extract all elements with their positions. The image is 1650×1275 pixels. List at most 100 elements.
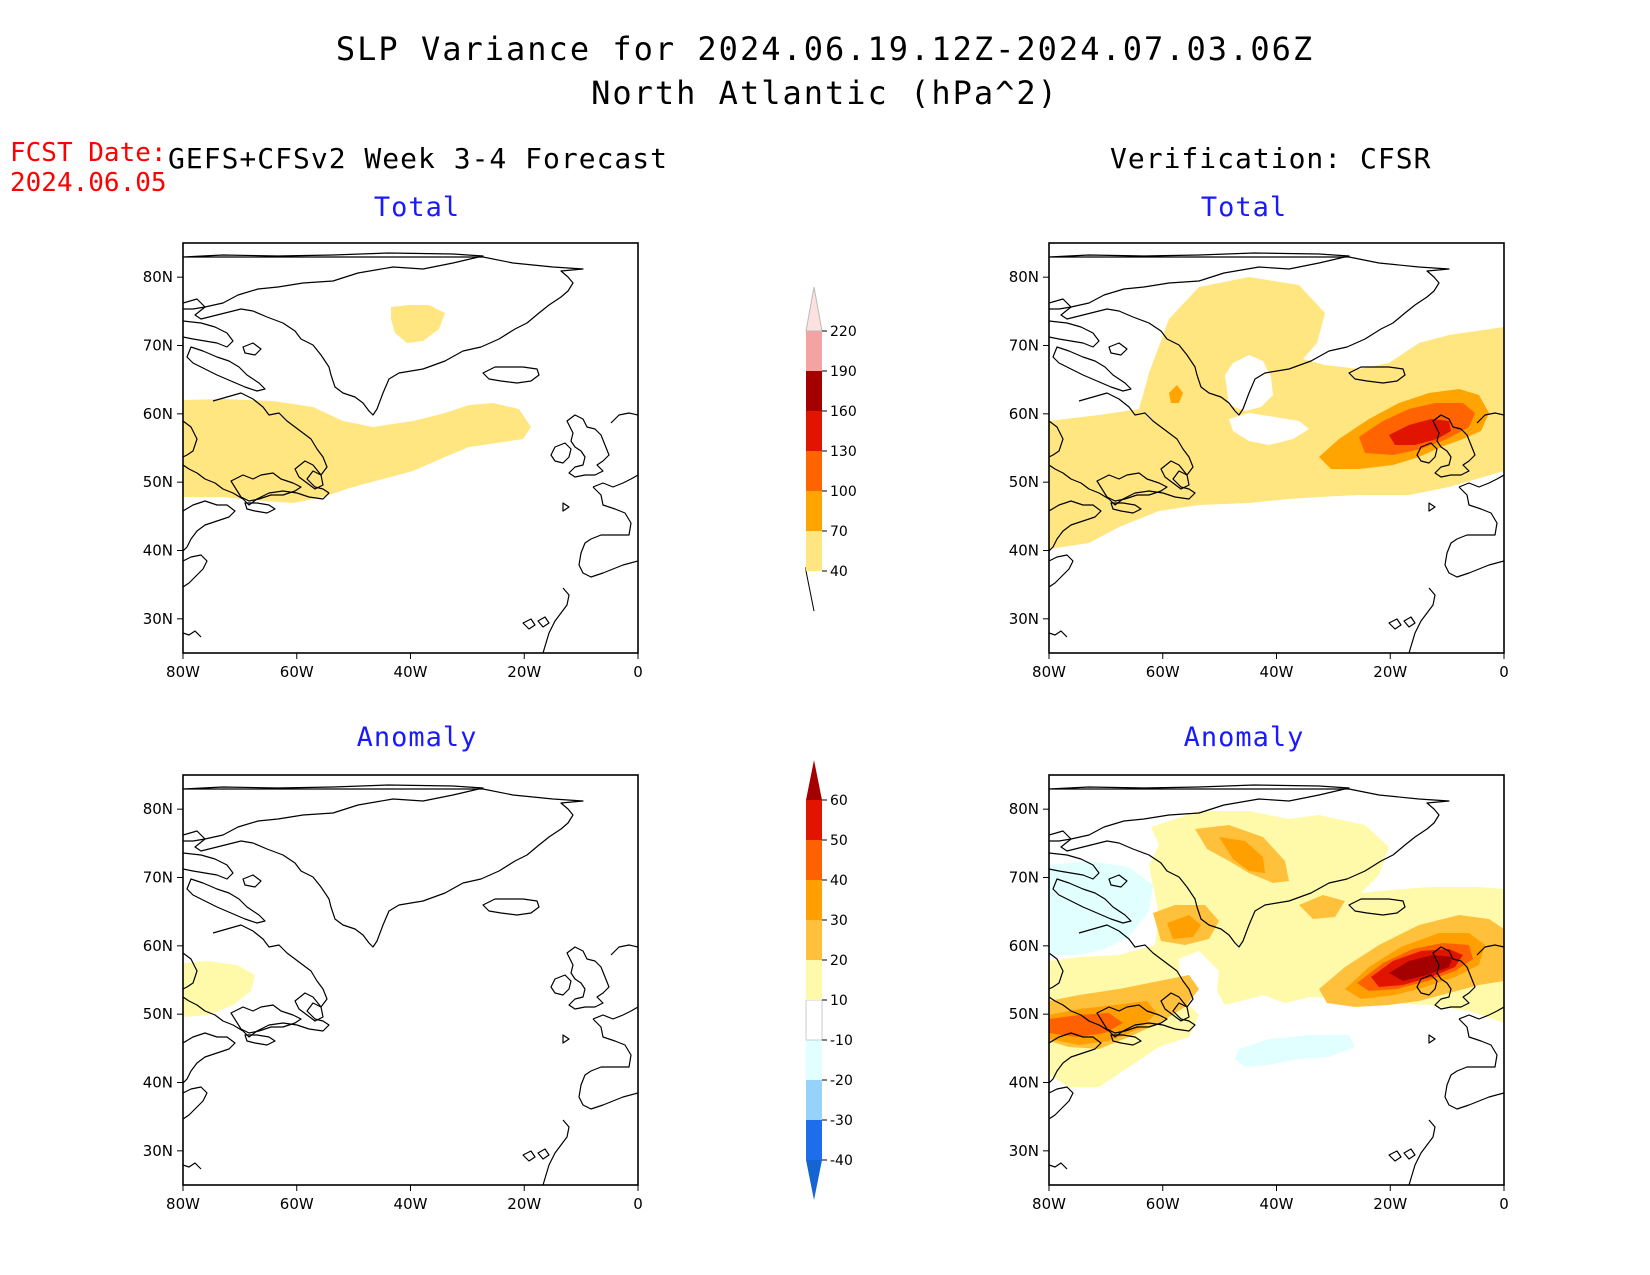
lat-tick-label: 80N <box>1009 800 1039 818</box>
panel-title-verif-anomaly: Anomaly <box>1183 722 1305 753</box>
lon-tick-label: 40W <box>394 1195 428 1213</box>
lat-tick-label: 60N <box>1009 937 1039 955</box>
lon-tick-label: 0 <box>633 1195 643 1213</box>
map-verif-total <box>1048 242 1505 654</box>
colorbar-label: 160 <box>830 404 857 420</box>
contour-anom-30-b <box>1167 915 1201 939</box>
lon-tick-label: 20W <box>1373 1195 1407 1213</box>
colorbar-segment <box>806 371 822 411</box>
lon-tick-label: 20W <box>507 1195 541 1213</box>
colorbar-segment <box>805 286 823 332</box>
colorbar-label: 30 <box>830 913 848 929</box>
lat-tick-label: 60N <box>143 937 173 955</box>
colorbar-label: 40 <box>830 564 848 580</box>
contour-hole <box>1225 355 1273 411</box>
colorbar-total: 40 70 100 130 160 190 220 <box>805 286 857 612</box>
lat-tick-label: 60N <box>143 405 173 423</box>
colorbar-label: 190 <box>830 364 857 380</box>
lat-tick-label: 40N <box>1009 1074 1039 1092</box>
colorbar-segment <box>806 531 822 571</box>
lon-tick-label: 80W <box>166 663 200 681</box>
colorbar-label: -40 <box>830 1153 853 1169</box>
lon-tick-label: 60W <box>280 663 314 681</box>
colorbar-segment <box>806 840 822 880</box>
colorbar-min-arrow <box>806 1160 822 1200</box>
contour-anom-30 <box>1219 837 1265 873</box>
lat-tick-label: 40N <box>1009 542 1039 560</box>
contour-total-70-small <box>1169 385 1183 403</box>
colorbar-segment <box>806 491 822 531</box>
colorbar-segment <box>806 1080 822 1120</box>
contour-anom-neg10-b <box>1235 1035 1355 1067</box>
colorbar-anomaly: -40 -30 -20 -10 10 20 30 40 50 60 <box>805 760 853 1200</box>
lat-tick-label: 40N <box>143 542 173 560</box>
contour-anom-10 <box>183 961 255 1017</box>
panel-title-forecast-anomaly: Anomaly <box>356 722 478 753</box>
lat-tick-label: 40N <box>143 1074 173 1092</box>
lon-tick-label: 60W <box>1146 1195 1180 1213</box>
contour-total-40 <box>1049 277 1504 549</box>
lon-tick-label: 20W <box>1373 663 1407 681</box>
main-subtitle: North Atlantic (hPa^2) <box>591 74 1059 112</box>
colorbar-label: 100 <box>830 484 857 500</box>
lon-tick-label: 80W <box>166 1195 200 1213</box>
panel-title-verif-total: Total <box>1200 192 1288 223</box>
colorbar-segment <box>806 880 822 920</box>
lon-tick-label: 60W <box>1146 663 1180 681</box>
lat-tick-label: 80N <box>143 800 173 818</box>
lat-tick-label: 30N <box>143 610 173 628</box>
lat-tick-label: 70N <box>143 337 173 355</box>
panel-title-forecast-total: Total <box>373 192 461 223</box>
colorbar-label: 10 <box>830 993 848 1009</box>
lon-tick-label: 40W <box>394 663 428 681</box>
lat-tick-label: 80N <box>1009 268 1039 286</box>
fcst-date-value: 2024.06.05 <box>10 168 167 198</box>
contour-anom-20-c <box>1299 895 1345 919</box>
colorbar-extension <box>805 567 815 612</box>
colorbar-segment <box>806 411 822 451</box>
lon-tick-label: 0 <box>1499 1195 1509 1213</box>
map-verif-anomaly <box>1048 774 1505 1186</box>
lon-tick-label: 80W <box>1032 1195 1066 1213</box>
lat-tick-label: 30N <box>143 1142 173 1160</box>
lat-tick-label: 70N <box>143 869 173 887</box>
lat-tick-label: 50N <box>1009 473 1039 491</box>
left-column-header: GEFS+CFSv2 Week 3-4 Forecast <box>168 142 669 175</box>
lat-tick-label: 50N <box>143 1005 173 1023</box>
axis-labels: 80W 60W 40W 20W 0 80N 70N 60N 50N 40N 30N 80W 60W 40W… <box>143 268 1509 1213</box>
colorbar-label: 220 <box>830 324 857 340</box>
colorbar-label: -10 <box>830 1033 853 1049</box>
lat-tick-label: 80N <box>143 268 173 286</box>
colorbar-segment <box>806 451 822 491</box>
lon-tick-label: 0 <box>1499 663 1509 681</box>
lat-tick-label: 50N <box>143 473 173 491</box>
colorbar-segment <box>805 999 823 1041</box>
lon-tick-label: 40W <box>1260 1195 1294 1213</box>
colorbar-label: 70 <box>830 524 848 540</box>
lat-tick-label: 70N <box>1009 337 1039 355</box>
colorbar-segment <box>806 1040 822 1080</box>
lon-tick-label: 40W <box>1260 663 1294 681</box>
colorbar-segment <box>806 331 822 371</box>
colorbar-segment <box>806 960 822 1000</box>
contour-anom-neg10 <box>1049 861 1153 955</box>
lat-tick-label: 30N <box>1009 610 1039 628</box>
colorbar-segment <box>806 920 822 960</box>
colorbar-label: 20 <box>830 953 848 969</box>
fcst-date-label: FCST Date: <box>10 138 167 168</box>
colorbar-label: 130 <box>830 444 857 460</box>
lat-tick-label: 50N <box>1009 1005 1039 1023</box>
colorbar-label: 60 <box>830 793 848 809</box>
contour-hole-2 <box>1229 413 1309 445</box>
lon-tick-label: 80W <box>1032 663 1066 681</box>
map-forecast-total <box>182 242 639 654</box>
right-column-header: Verification: CFSR <box>1110 142 1432 175</box>
contour-total-40 <box>183 399 531 503</box>
lat-tick-label: 60N <box>1009 405 1039 423</box>
lat-tick-label: 30N <box>1009 1142 1039 1160</box>
main-title: SLP Variance for 2024.06.19.12Z-2024.07.… <box>335 30 1315 68</box>
lat-tick-label: 70N <box>1009 869 1039 887</box>
colorbar-label: 50 <box>830 833 848 849</box>
lon-tick-label: 20W <box>507 663 541 681</box>
